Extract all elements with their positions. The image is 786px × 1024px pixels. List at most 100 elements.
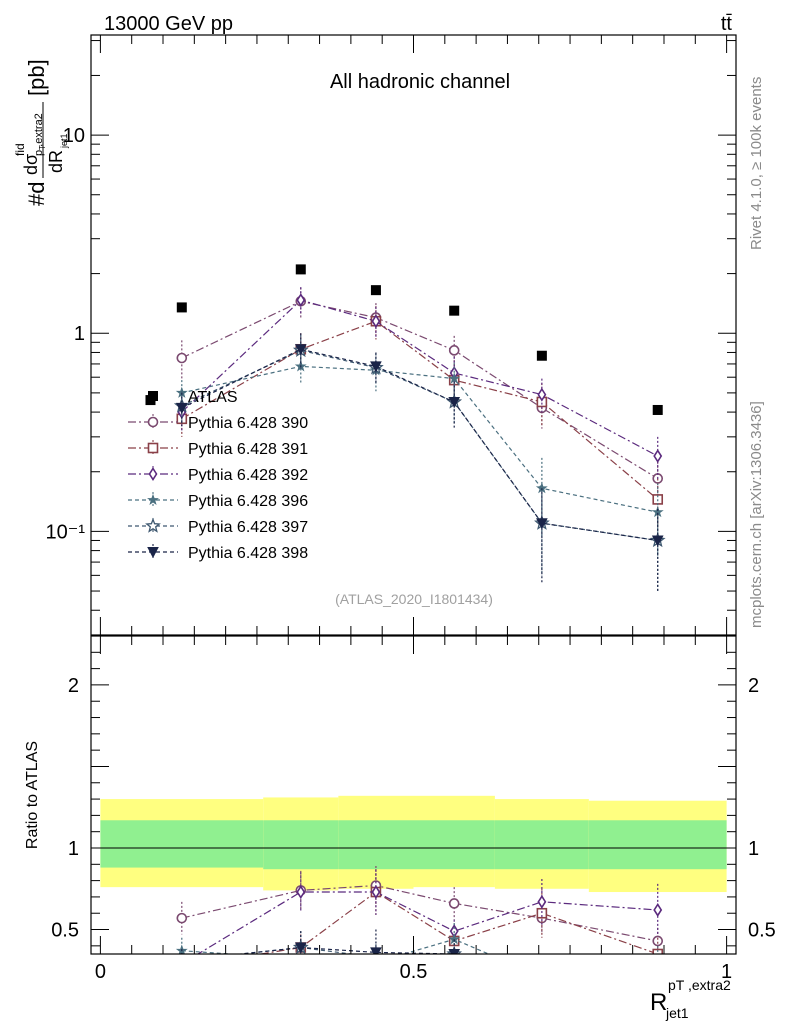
svg-text:p ,extra2: p ,extra2 — [33, 113, 45, 156]
series-398-point — [536, 518, 548, 530]
stat-uncertainty-band — [413, 820, 495, 870]
series-398-ratio-point — [177, 956, 187, 966]
ratio-y-tick-label-right: 2 — [748, 675, 759, 697]
svg-text:#d: #d — [24, 182, 49, 206]
series-390-point — [448, 345, 460, 356]
legend-392-marker — [148, 467, 158, 481]
legend-398-label: Pythia 6.428 398 — [188, 545, 308, 562]
legend-390-label: Pythia 6.428 390 — [188, 415, 308, 432]
legend-391-label: Pythia 6.428 391 — [188, 441, 308, 458]
svg-text:R: R — [650, 989, 667, 1016]
series-398-ratio-point — [448, 949, 461, 954]
ratio-uncertainty-bands — [91, 795, 736, 893]
series-390-ratio-point — [652, 935, 664, 947]
energy-label: 13000 GeV pp — [104, 13, 233, 35]
series-392-ratio-point — [371, 885, 381, 900]
atlas-data-point — [370, 285, 381, 296]
series-390-ratio-point — [176, 912, 188, 924]
series-398-ratio-point — [294, 942, 307, 954]
stat-uncertainty-band — [100, 820, 264, 868]
main-y-tick-label: 1 — [74, 323, 85, 345]
mcplots-label: mcplots.cern.ch [arXiv:1306.3436] — [748, 401, 765, 628]
svg-text:dR: dR — [46, 150, 66, 173]
series-398-point — [448, 396, 461, 409]
series-398-point — [175, 402, 188, 414]
series-391-ratio-point — [177, 963, 186, 972]
series-398-point — [370, 361, 382, 373]
series-392-point — [653, 449, 663, 464]
y-axis-label-main: #d dσ fid p ,extra2 T dR jet1 [pb] — [13, 59, 69, 206]
stat-uncertainty-band — [494, 820, 589, 870]
legend-392-label: Pythia 6.428 392 — [188, 467, 308, 484]
legend-atlas-marker — [148, 391, 158, 401]
series-392-point — [537, 387, 547, 402]
y-axis-label-ratio: Ratio to ATLAS — [24, 741, 41, 849]
ratio-y-tick-label-right: 0.5 — [748, 920, 776, 942]
series-392-point — [371, 314, 381, 329]
ratio-y-tick-label: 0.5 — [51, 920, 79, 942]
series-392-ratio-line — [196, 891, 658, 954]
series-392-ratio-point — [178, 958, 185, 969]
main-y-tick-label: 10⁻¹ — [46, 521, 86, 543]
ratio-y-tick-label: 1 — [68, 838, 79, 860]
legend-396-label: Pythia 6.428 396 — [188, 493, 308, 510]
legend-391-marker — [147, 442, 159, 454]
ratio-y-tick-label: 2 — [68, 675, 79, 697]
ratio-panel-frame — [90, 635, 737, 955]
analysis-id: (ATLAS_2020_I1801434) — [335, 591, 493, 607]
series-397-ratio-point — [181, 952, 183, 954]
series-398-ratio-point — [653, 971, 663, 981]
svg-text:[pb]: [pb] — [24, 59, 49, 96]
atlas-data-point — [536, 350, 547, 361]
svg-text:pT ,extra2: pT ,extra2 — [668, 977, 731, 993]
series-392-point — [296, 293, 306, 308]
ratio-y-tick-label-right: 1 — [748, 838, 759, 860]
legend-atlas-label: ATLAS — [188, 389, 238, 406]
svg-text:jet1: jet1 — [59, 133, 69, 149]
stat-uncertainty-band — [588, 820, 727, 870]
series-396-ratio-point — [371, 957, 381, 966]
chart-title: All hadronic channel — [330, 71, 510, 93]
legend-396-marker — [147, 493, 159, 505]
series-392-ratio-point — [296, 885, 306, 900]
legend-398-marker — [147, 547, 159, 559]
series-390-ratio-line — [181, 884, 658, 942]
legend-390-marker — [147, 416, 159, 428]
series-398-ratio-point — [537, 984, 547, 994]
series-390-point — [176, 352, 188, 364]
legend-397-label: Pythia 6.428 397 — [188, 519, 308, 536]
x-tick-label: 0 — [95, 961, 106, 983]
legend: ATLAS Pythia 6.428 390 Pythia 6.428 391 Pyt… — [128, 389, 308, 562]
atlas-data-point — [449, 305, 460, 316]
atlas-data-point — [176, 302, 187, 313]
ratio-series-group — [175, 865, 664, 994]
series-397-ratio-point — [536, 982, 548, 994]
series-398-point — [294, 344, 307, 356]
series-396-ratio-point — [300, 952, 302, 954]
main-y-tick-label: 10 — [63, 125, 85, 147]
series-396-line — [181, 365, 658, 513]
series-396-point — [535, 482, 548, 494]
svg-text:fid: fid — [13, 143, 27, 156]
stat-uncertainty-band — [263, 820, 339, 870]
series-396-ratio-point — [537, 972, 547, 981]
series-392-line — [181, 299, 658, 457]
series-391-line — [181, 320, 659, 500]
series-396-point — [448, 372, 461, 384]
series-392-ratio-point — [653, 902, 663, 917]
series-397-ratio-point — [652, 969, 664, 981]
x-tick-label: 0.5 — [400, 961, 428, 983]
rivet-version-label: Rivet 4.1.0, ≥ 100k events — [748, 77, 765, 250]
process-label: tt̄ — [721, 13, 733, 35]
axes-group: 10 1 10⁻¹ 2 2 1 1 0.5 0.5 0 0.5 1 — [46, 34, 776, 983]
series-391-ratio-line — [257, 891, 658, 954]
series-398-point — [651, 535, 664, 547]
series-392-ratio-point — [537, 894, 547, 909]
series-390-ratio-point — [448, 898, 460, 909]
series-398-ratio-point — [370, 947, 382, 954]
series-398-ratio-line — [235, 946, 456, 954]
svg-text:jet1: jet1 — [665, 1005, 689, 1021]
x-axis-label: R jet1 pT ,extra2 — [650, 977, 731, 1021]
svg-text:dσ: dσ — [21, 154, 41, 175]
